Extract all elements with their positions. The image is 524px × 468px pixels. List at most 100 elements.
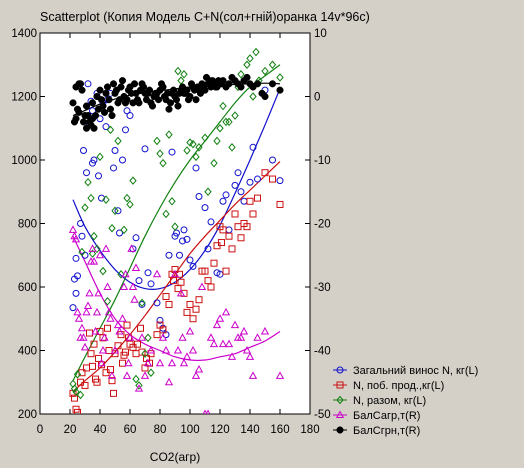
data-point — [237, 70, 245, 79]
data-point — [158, 333, 168, 341]
data-point — [225, 117, 233, 127]
data-point — [186, 256, 194, 264]
data-point — [231, 111, 239, 120]
data-point — [253, 80, 262, 88]
data-point — [275, 371, 285, 379]
data-point — [74, 408, 81, 414]
data-point — [153, 136, 161, 146]
data-point — [72, 387, 80, 397]
data-point — [123, 321, 131, 329]
data-point — [110, 164, 117, 172]
data-point — [154, 96, 163, 104]
data-point — [156, 149, 164, 158]
data-point — [130, 295, 139, 303]
data-point — [201, 133, 209, 143]
data-point — [106, 105, 115, 113]
data-point — [261, 169, 269, 177]
legend-label: Загальний винос N, кг(L) — [353, 365, 478, 377]
data-point — [77, 323, 87, 332]
data-point — [206, 333, 216, 341]
data-point — [135, 381, 143, 390]
data-point — [124, 358, 133, 367]
data-point — [88, 244, 97, 252]
data-point — [166, 99, 175, 107]
data-point — [231, 210, 239, 218]
data-point — [145, 86, 154, 94]
data-point — [159, 158, 167, 168]
y-right-tick-label: -10 — [314, 155, 331, 167]
legend-marker — [336, 426, 344, 434]
data-points — [68, 47, 285, 414]
data-point — [216, 123, 224, 133]
data-point — [103, 83, 112, 91]
data-point — [131, 263, 141, 271]
legend-marker — [336, 395, 344, 405]
data-point — [97, 358, 106, 367]
data-point — [156, 316, 164, 324]
data-point — [126, 200, 134, 209]
data-point — [99, 102, 107, 110]
data-point — [252, 47, 260, 57]
data-point — [81, 381, 89, 389]
data-point — [103, 282, 112, 290]
data-point — [215, 314, 225, 322]
data-point — [168, 197, 176, 206]
y-right-tick-label: -50 — [314, 409, 331, 421]
data-point — [176, 251, 183, 259]
data-point — [201, 204, 209, 212]
data-point — [89, 257, 99, 265]
data-point — [221, 307, 231, 316]
data-point — [188, 345, 198, 354]
fit-curve — [72, 64, 281, 381]
data-point — [113, 320, 123, 329]
data-point — [243, 223, 251, 231]
data-point — [91, 112, 100, 120]
data-point — [159, 326, 167, 334]
data-point — [276, 73, 284, 82]
data-point — [101, 244, 111, 252]
data-point — [268, 60, 277, 70]
data-point — [114, 342, 122, 350]
data-point — [79, 333, 88, 341]
data-point — [174, 66, 182, 76]
data-point — [186, 300, 194, 308]
y-right-tick-label: -30 — [314, 282, 331, 294]
data-point — [99, 266, 107, 276]
data-point — [197, 282, 207, 290]
data-point — [76, 390, 85, 400]
data-point — [246, 54, 254, 63]
data-point — [192, 164, 200, 172]
data-point — [167, 358, 177, 367]
data-point — [153, 299, 161, 307]
data-point — [170, 277, 177, 285]
y-right-tick-label: 10 — [314, 28, 327, 40]
data-point — [219, 226, 227, 234]
data-point — [153, 331, 161, 339]
data-point — [118, 314, 127, 322]
data-point — [195, 193, 203, 201]
data-point — [137, 324, 144, 332]
data-point — [119, 359, 126, 367]
y-left-tick-label: 800 — [18, 219, 37, 231]
data-point — [97, 96, 106, 104]
data-point — [132, 234, 140, 242]
data-point — [170, 269, 180, 278]
data-point — [195, 143, 203, 152]
data-point — [120, 225, 128, 235]
data-point — [177, 278, 185, 286]
data-point — [111, 206, 119, 216]
data-point — [69, 99, 77, 107]
data-point — [239, 326, 249, 335]
data-point — [117, 270, 125, 279]
data-point — [171, 232, 179, 240]
data-point — [165, 300, 173, 308]
data-point — [155, 358, 165, 367]
legend: Загальний винос N, кг(L) N, поб. прод.,кг… — [333, 365, 478, 437]
data-point — [93, 244, 101, 254]
data-point — [107, 371, 117, 379]
data-point — [122, 126, 129, 134]
data-point — [129, 176, 137, 185]
data-point — [162, 293, 170, 301]
data-point — [123, 96, 131, 104]
